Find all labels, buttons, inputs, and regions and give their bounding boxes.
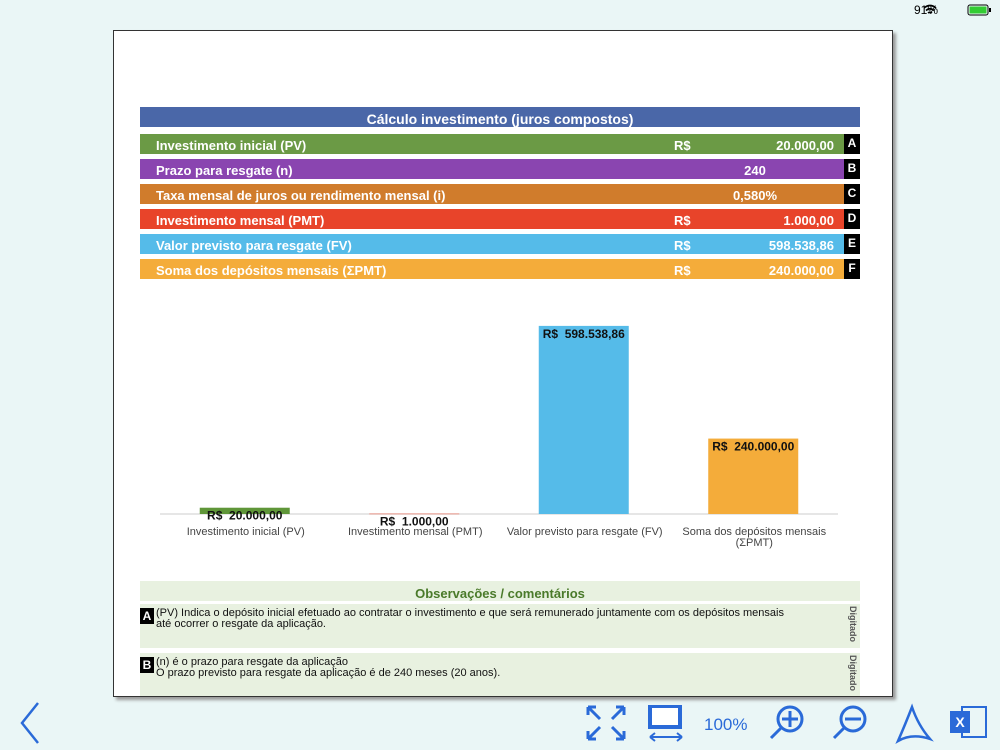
row-label: Prazo para resgate (n) (156, 163, 293, 178)
note-text: (PV) Indica o depósito inicial efetuado … (156, 608, 784, 630)
row-letter: F (844, 259, 860, 279)
note-line: (PV) Indica o depósito inicial efetuado … (156, 607, 784, 619)
row-value: 240.000,00 (768, 263, 834, 278)
notes-title: Observações / comentários (140, 581, 860, 601)
note-line: até ocorrer o resgate da aplicação. (156, 618, 326, 630)
row-value: 598.538,86 (768, 238, 834, 253)
pdf-button[interactable] (895, 703, 934, 744)
note-letter: A (140, 608, 154, 624)
x-tick-label: Valor previsto para resgate (FV) (506, 526, 663, 538)
table-row: Prazo para resgate (n) 240 (140, 159, 844, 179)
zoom-in-button[interactable] (769, 705, 804, 740)
row-label: Valor previsto para resgate (FV) (156, 238, 352, 253)
table-row: Investimento inicial (PV) R$ 20.000,00 (140, 134, 844, 154)
note-line: O prazo previsto para resgate da aplicaç… (156, 667, 501, 679)
row-value: 20.000,00 (776, 138, 834, 153)
row-value: 1.000,00 (783, 213, 834, 228)
x-tick-label: Soma dos depósitos mensais (ΣPMT) (682, 526, 827, 549)
row-label: Soma dos depósitos mensais (ΣPMT) (156, 263, 387, 278)
row-letter: B (844, 159, 860, 179)
sheet: Cálculo investimento (juros compostos) I… (113, 30, 893, 697)
note-text: (n) é o prazo para resgate da aplicação O… (156, 657, 500, 679)
fullscreen-button[interactable] (586, 705, 626, 741)
table-row: Taxa mensal de juros ou rendimento mensa… (140, 184, 844, 204)
row-letter: E (844, 234, 860, 254)
note-letter: B (140, 657, 154, 673)
svg-text:X: X (955, 714, 965, 730)
back-button[interactable] (20, 702, 39, 744)
row-currency: R$ (674, 263, 691, 278)
fit-button[interactable] (648, 705, 683, 742)
note-line: (n) é o prazo para resgate da aplicação (156, 656, 349, 668)
row-currency: R$ (674, 238, 691, 253)
note-item: B (n) é o prazo para resgate da aplicação… (140, 653, 860, 696)
note-item: A (PV) Indica o depósito inicial efetuado… (140, 604, 860, 648)
table-row: Valor previsto para resgate (FV) R$ 598.53… (140, 234, 844, 254)
x-tick-label: Investimento inicial (PV) (186, 526, 305, 538)
row-value: 240 (744, 163, 766, 178)
row-label: Investimento inicial (PV) (156, 138, 307, 153)
zoom-level: 100% (704, 715, 748, 734)
row-letter: D (844, 209, 860, 229)
excel-button[interactable]: X (950, 706, 987, 738)
toolbar-icons: X (20, 702, 987, 744)
row-label: Investimento mensal (PMT) (156, 213, 325, 228)
row-letter: C (844, 184, 860, 204)
row-value: 0,580% (732, 188, 778, 203)
table-title: Cálculo investimento (juros compostos) (140, 107, 860, 127)
note-tag: Digitado (848, 655, 858, 691)
table-row: Soma dos depósitos mensais (ΣPMT) R$ 240.0… (140, 259, 844, 279)
row-currency: R$ (674, 213, 691, 228)
row-currency: R$ (674, 138, 691, 153)
status-icons (923, 4, 991, 16)
row-letter: A (844, 134, 860, 154)
table-row: Investimento mensal (PMT) R$ 1.000,00 (140, 209, 844, 229)
row-label: Taxa mensal de juros ou rendimento mensa… (156, 188, 446, 203)
zoom-out-button[interactable] (832, 705, 867, 740)
x-tick-label: Investimento mensal (PMT) (348, 526, 483, 538)
note-tag: Digitado (848, 606, 858, 642)
toolbar: X 100% (0, 695, 1000, 750)
